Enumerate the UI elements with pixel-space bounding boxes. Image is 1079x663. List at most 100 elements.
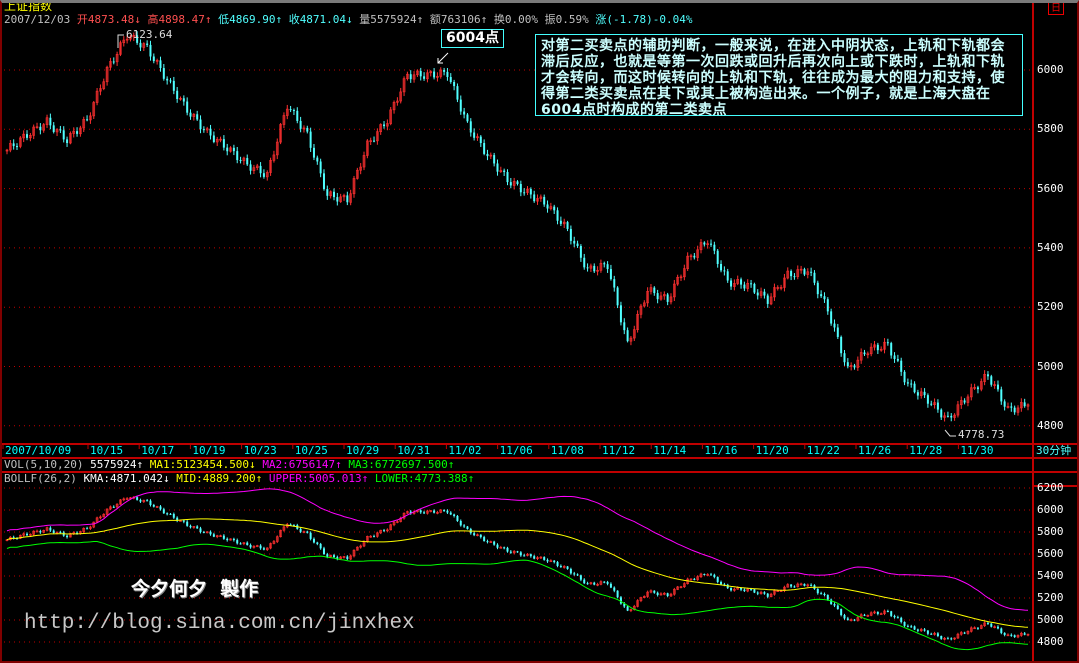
boll-candle [29,533,32,536]
boll-candle [603,581,606,583]
x-tick-label: 11/26 [858,444,892,457]
main-candle [546,204,549,209]
boll-candle [556,562,559,566]
boll-candle [125,498,129,500]
main-candle [609,269,612,280]
boll-candle [509,551,512,553]
main-candle [549,206,553,209]
boll-candle [42,529,46,533]
boll-candle [876,611,879,614]
main-candle [433,71,436,78]
boll-candle [1016,635,1020,638]
x-tick-label: 10/23 [243,444,277,457]
boll-candle [232,538,235,541]
main-candle [950,415,953,418]
boll-candle [740,587,743,590]
boll-candle [146,500,149,502]
main-candle [326,189,329,196]
boll-candle [292,524,295,526]
boll-candle [105,508,109,515]
main-candle [836,327,839,337]
main-candle [636,313,639,330]
boll-candle [573,573,576,575]
boll-candle [39,531,42,533]
main-candle [1026,404,1030,407]
main-candle [322,173,325,190]
boll-candle [119,499,122,505]
main-candle [312,147,315,158]
boll-candle [806,584,810,587]
boll-kma: KMA:4871.042↓ [83,472,170,485]
main-candle [642,302,646,307]
main-candle [269,160,272,173]
main-candle [389,109,393,124]
period-label[interactable]: 30分钟 [1036,444,1072,457]
main-candle [69,133,72,144]
main-candle [990,376,993,385]
main-candle [506,172,509,183]
main-candle [816,282,819,295]
boll-candle [215,535,219,538]
low-arrow: ↑ [275,13,283,26]
boll-candle [533,556,536,559]
boll-candle [990,623,993,627]
boll-candle [506,547,509,552]
main-candle [869,346,873,355]
main-candle [840,336,843,354]
main-candle [903,371,906,383]
main-candle [443,69,446,72]
main-candle [696,249,699,258]
main-candle [529,189,532,195]
main-candle [79,127,82,135]
high-value: 4898.47 [158,13,205,26]
main-candle [730,280,733,287]
main-candle [473,132,476,138]
boll-candle [919,629,923,632]
main-candle [359,166,362,171]
vol-ma3: MA3:6772697.500↑ [348,458,455,471]
main-candle [352,178,356,195]
x-tick-label: 11/28 [909,444,943,457]
boll-candle [543,557,546,560]
main-candle [959,400,963,406]
boll-candle [259,545,262,549]
boll-candle [776,590,780,592]
main-candle [202,129,205,131]
main-candle [583,257,586,268]
boll-candle [499,547,503,549]
main-candle [346,195,349,203]
x-tick-label: 11/22 [806,444,840,457]
main-candle [866,353,870,356]
boll-candle [840,609,843,616]
main-candle [102,81,106,89]
boll-candle [536,557,539,559]
boll-candle [983,622,986,626]
main-y-tick: 5800 [1037,122,1064,136]
boll-candle [933,633,936,635]
boll-candle [886,610,889,612]
main-candle [62,130,65,140]
boll-candle [139,499,142,502]
boll-candle [769,593,773,598]
main-candle [946,415,949,417]
boll-candle [342,556,346,558]
url-watermark: http://blog.sina.com.cn/jinxhex [24,612,415,635]
boll-candle [642,596,646,598]
boll-candle [212,534,215,537]
main-candle [199,119,202,130]
main-candle [252,167,256,172]
main-candle [246,158,249,165]
main-candle [86,119,89,121]
main-candle [930,403,933,405]
main-candle [669,296,673,303]
main-candle [773,287,776,298]
main-candle [783,277,786,288]
boll-candle [489,541,493,543]
main-candle [459,99,462,112]
main-candle [579,245,582,258]
main-candle [392,102,396,111]
boll-candle [322,548,325,555]
main-candle [119,42,122,55]
boll-candle [443,509,446,511]
